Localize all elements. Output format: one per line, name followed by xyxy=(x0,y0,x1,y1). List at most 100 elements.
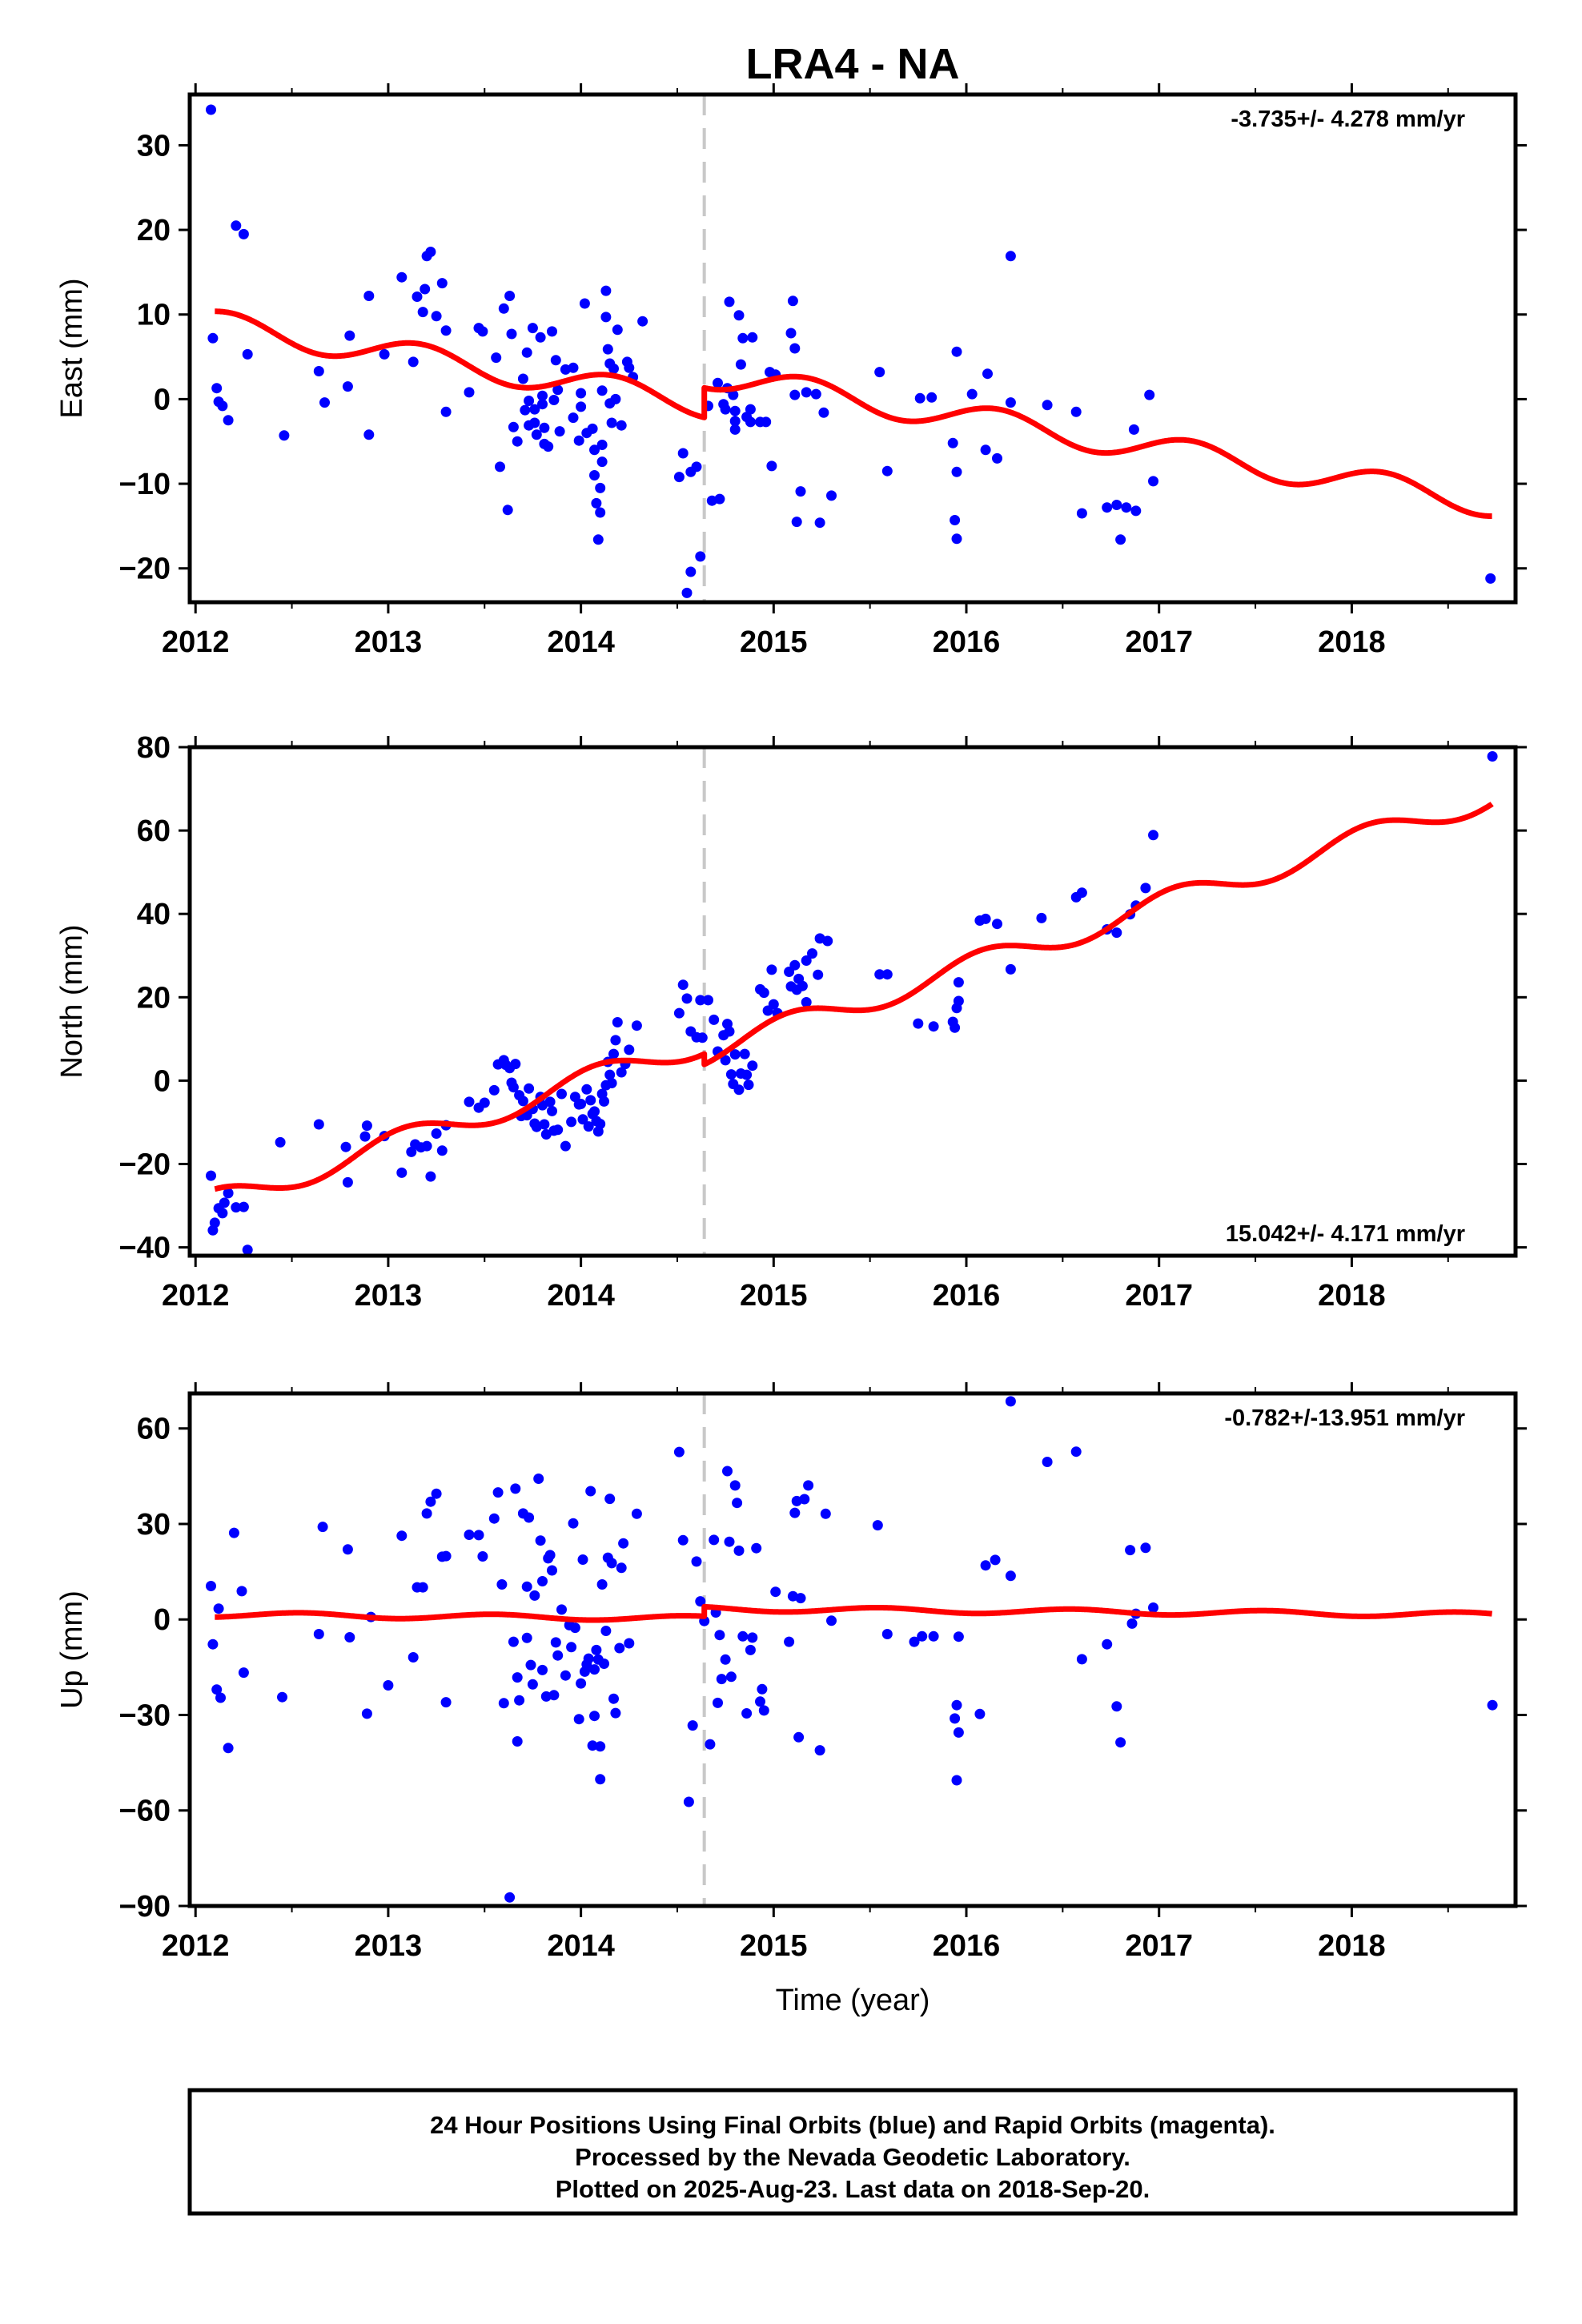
data-point-up-84 xyxy=(608,1693,619,1704)
data-point-north-139 xyxy=(1111,927,1122,939)
data-point-up-41 xyxy=(521,1581,532,1592)
data-point-east-152 xyxy=(1111,500,1122,510)
data-point-up-93 xyxy=(683,1796,694,1807)
data-point-north-97 xyxy=(729,1049,741,1060)
data-point-up-94 xyxy=(687,1720,698,1731)
data-point-up-27 xyxy=(464,1530,475,1540)
data-point-north-64 xyxy=(589,1106,600,1117)
data-point-up-136 xyxy=(950,1713,961,1724)
data-point-east-114 xyxy=(745,404,756,415)
data-point-up-153 xyxy=(1126,1618,1138,1629)
data-point-east-34 xyxy=(502,505,513,516)
x-tick-label-up-5: 2017 xyxy=(1125,1929,1193,1963)
data-point-north-86 xyxy=(695,995,706,1006)
data-point-east-158 xyxy=(1148,476,1158,487)
data-point-up-91 xyxy=(673,1446,685,1458)
data-point-east-37 xyxy=(508,421,519,432)
data-point-north-82 xyxy=(677,979,689,991)
x-tick-label-east-0: 2012 xyxy=(162,625,230,659)
data-point-up-113 xyxy=(745,1644,756,1655)
data-point-up-90 xyxy=(631,1508,642,1519)
data-point-east-2 xyxy=(211,383,223,394)
y-tick-label-east-4: 20 xyxy=(137,214,171,247)
footer-box xyxy=(187,2088,1518,2216)
data-point-up-79 xyxy=(599,1659,609,1669)
data-point-east-5 xyxy=(223,415,234,426)
data-point-north-129 xyxy=(953,995,964,1007)
data-point-east-112 xyxy=(737,332,749,344)
data-point-up-50 xyxy=(537,1664,548,1675)
data-point-east-17 xyxy=(396,271,408,283)
panel-north: 2012 2013 2014 2015 2016 2017 2018 −40 −20 0 20 40 6… xyxy=(55,731,1527,1313)
data-point-east-10 xyxy=(313,366,324,376)
data-point-east-143 xyxy=(980,444,991,456)
data-point-up-3 xyxy=(213,1603,224,1614)
data-point-up-0 xyxy=(206,1581,216,1591)
data-point-up-49 xyxy=(537,1576,548,1586)
data-point-east-25 xyxy=(436,278,448,289)
data-point-up-12 xyxy=(342,1544,353,1555)
data-point-north-29 xyxy=(488,1084,500,1096)
data-point-east-21 xyxy=(420,283,431,295)
data-point-up-43 xyxy=(524,1512,535,1523)
data-point-up-117 xyxy=(757,1683,768,1695)
data-point-up-5 xyxy=(223,1743,234,1754)
data-point-north-4 xyxy=(217,1208,228,1219)
data-point-east-50 xyxy=(537,399,548,410)
data-point-north-122 xyxy=(874,969,885,980)
data-point-up-22 xyxy=(425,1496,436,1507)
data-point-east-132 xyxy=(826,490,837,501)
y-tick-label-north-6: 80 xyxy=(137,731,171,765)
data-point-up-150 xyxy=(1111,1701,1122,1712)
data-point-up-157 xyxy=(1487,1699,1498,1711)
data-point-up-44 xyxy=(525,1659,536,1671)
data-point-north-73 xyxy=(606,1078,617,1088)
x-tick-label-north-2: 2014 xyxy=(547,1279,615,1313)
x-tick-label-up-1: 2013 xyxy=(355,1929,423,1963)
y-tick-label-east-2: 0 xyxy=(154,383,171,416)
data-point-east-97 xyxy=(695,551,706,562)
data-point-up-46 xyxy=(529,1590,540,1601)
data-point-up-126 xyxy=(799,1494,810,1505)
y-tick-label-north-3: 20 xyxy=(137,981,171,1015)
data-point-up-114 xyxy=(747,1632,758,1643)
data-point-north-79 xyxy=(624,1044,635,1055)
data-point-north-9 xyxy=(242,1244,253,1256)
data-point-east-124 xyxy=(789,343,801,354)
x-tick-label-north-5: 2017 xyxy=(1125,1279,1193,1313)
data-point-up-51 xyxy=(540,1691,552,1702)
data-point-east-74 xyxy=(596,385,608,396)
data-point-east-6 xyxy=(231,220,242,231)
y-tick-label-north-1: −20 xyxy=(119,1148,171,1181)
data-point-east-4 xyxy=(217,400,228,412)
data-point-east-67 xyxy=(587,423,598,434)
data-point-east-60 xyxy=(568,362,579,373)
data-point-east-88 xyxy=(624,362,635,373)
data-point-east-42 xyxy=(524,396,535,406)
data-point-up-95 xyxy=(691,1556,702,1567)
data-point-up-56 xyxy=(550,1637,561,1648)
data-point-east-93 xyxy=(681,587,693,598)
data-point-east-157 xyxy=(1144,389,1155,400)
data-point-up-118 xyxy=(758,1705,769,1716)
data-point-east-116 xyxy=(747,332,758,343)
data-point-up-57 xyxy=(552,1650,564,1661)
data-point-up-125 xyxy=(795,1593,806,1604)
data-point-up-142 xyxy=(980,1560,991,1571)
data-point-north-98 xyxy=(733,1084,745,1096)
data-point-north-67 xyxy=(595,1119,606,1129)
y-tick-label-east-3: 10 xyxy=(137,299,171,332)
data-point-up-10 xyxy=(313,1629,324,1639)
data-point-up-26 xyxy=(440,1697,452,1708)
data-point-east-79 xyxy=(602,344,613,355)
data-point-up-134 xyxy=(917,1630,928,1642)
data-point-east-76 xyxy=(596,456,608,468)
data-point-up-69 xyxy=(583,1653,594,1664)
data-point-up-147 xyxy=(1070,1446,1082,1458)
data-point-north-76 xyxy=(612,1017,623,1027)
data-point-up-11 xyxy=(317,1522,328,1533)
data-point-east-137 xyxy=(947,437,958,448)
data-point-up-9 xyxy=(277,1691,287,1703)
data-point-north-62 xyxy=(585,1095,596,1106)
data-point-east-155 xyxy=(1128,424,1139,435)
